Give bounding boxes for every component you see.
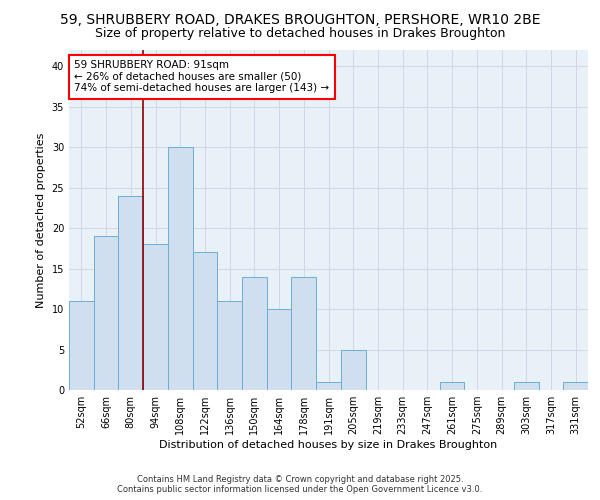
Bar [267,309,292,390]
Bar [193,252,217,390]
Bar [440,382,464,390]
Bar [143,244,168,390]
Text: Size of property relative to detached houses in Drakes Broughton: Size of property relative to detached ho… [95,28,505,40]
Bar [217,301,242,390]
Bar [242,276,267,390]
Text: 59 SHRUBBERY ROAD: 91sqm
← 26% of detached houses are smaller (50)
74% of semi-d: 59 SHRUBBERY ROAD: 91sqm ← 26% of detach… [74,60,329,94]
Text: Contains HM Land Registry data © Crown copyright and database right 2025.
Contai: Contains HM Land Registry data © Crown c… [118,474,482,494]
Y-axis label: Number of detached properties: Number of detached properties [36,132,46,308]
Bar [563,382,588,390]
Bar [341,350,365,390]
Bar [94,236,118,390]
Bar [292,276,316,390]
Bar [69,301,94,390]
X-axis label: Distribution of detached houses by size in Drakes Broughton: Distribution of detached houses by size … [160,440,497,450]
Bar [514,382,539,390]
Bar [168,147,193,390]
Bar [118,196,143,390]
Bar [316,382,341,390]
Text: 59, SHRUBBERY ROAD, DRAKES BROUGHTON, PERSHORE, WR10 2BE: 59, SHRUBBERY ROAD, DRAKES BROUGHTON, PE… [60,12,540,26]
